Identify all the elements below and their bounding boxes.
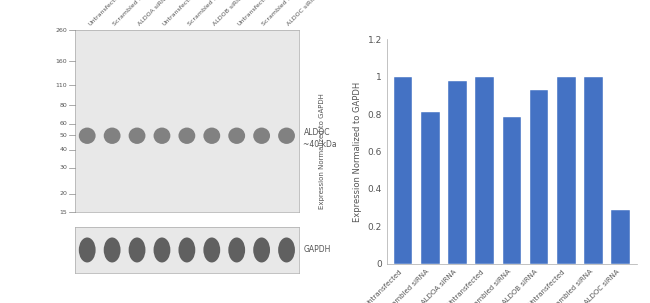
Text: ALDOC siRNA: ALDOC siRNA (287, 0, 320, 27)
Bar (612, 210, 630, 264)
Text: 80: 80 (60, 103, 68, 108)
Ellipse shape (179, 128, 195, 144)
Ellipse shape (104, 128, 120, 144)
Ellipse shape (203, 238, 220, 262)
Text: 160: 160 (56, 59, 68, 64)
Bar (502, 117, 521, 264)
Bar (584, 77, 603, 264)
Text: Scrambled siRNA: Scrambled siRNA (187, 0, 229, 27)
Ellipse shape (153, 238, 170, 262)
Ellipse shape (179, 238, 195, 262)
Ellipse shape (153, 128, 170, 144)
Ellipse shape (79, 128, 96, 144)
Ellipse shape (129, 128, 146, 144)
Text: 40: 40 (60, 147, 68, 152)
Ellipse shape (254, 238, 270, 262)
Bar (448, 82, 467, 264)
Text: 15: 15 (60, 210, 68, 215)
Ellipse shape (254, 128, 270, 144)
Bar (421, 112, 439, 264)
Text: GAPDH: GAPDH (304, 245, 331, 255)
Text: ALDOB siRNA: ALDOB siRNA (212, 0, 245, 27)
Bar (557, 77, 575, 264)
Text: Untransfected: Untransfected (237, 0, 272, 27)
Ellipse shape (203, 128, 220, 144)
Text: Untransfected: Untransfected (87, 0, 122, 27)
Ellipse shape (228, 128, 245, 144)
Ellipse shape (129, 238, 146, 262)
Bar (475, 77, 494, 264)
Ellipse shape (278, 128, 295, 144)
Bar (530, 90, 549, 264)
Ellipse shape (278, 238, 295, 262)
Text: ~40 kDa: ~40 kDa (304, 140, 337, 149)
Text: Untransfected: Untransfected (162, 0, 197, 27)
Text: 20: 20 (60, 191, 68, 196)
Text: 50: 50 (60, 133, 68, 138)
Text: 110: 110 (56, 83, 68, 88)
Y-axis label: Expression Normalized to GAPDH: Expression Normalized to GAPDH (353, 82, 362, 221)
Bar (394, 77, 412, 264)
Text: Scrambled siRNA: Scrambled siRNA (261, 0, 304, 27)
Text: 30: 30 (60, 165, 68, 170)
Text: ALDOC: ALDOC (304, 128, 330, 137)
Text: 60: 60 (60, 121, 68, 126)
Ellipse shape (228, 238, 245, 262)
Text: Scrambled siRNA: Scrambled siRNA (112, 0, 154, 27)
Ellipse shape (79, 238, 96, 262)
Text: 260: 260 (56, 28, 68, 33)
Text: Expression Normalized to GAPDH: Expression Normalized to GAPDH (318, 94, 325, 209)
Text: ALDOA siRNA: ALDOA siRNA (137, 0, 170, 27)
Ellipse shape (104, 238, 120, 262)
